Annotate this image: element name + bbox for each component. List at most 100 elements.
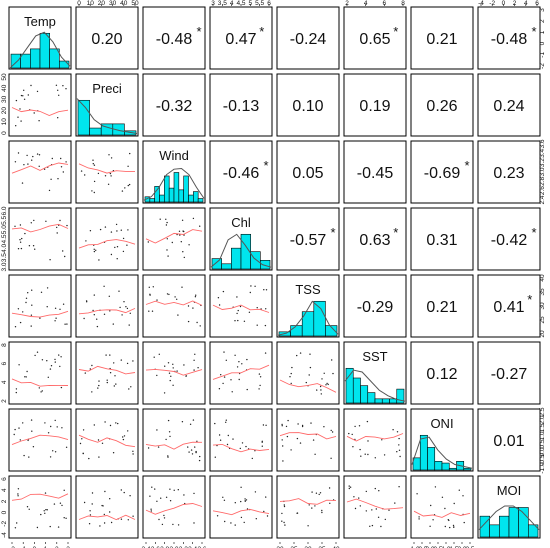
significance-star: * (393, 225, 398, 240)
axis-tick-label: 2 (539, 19, 546, 23)
histogram-bar (89, 127, 102, 136)
scatter-point (116, 258, 118, 260)
scatter-point (159, 218, 161, 220)
axis-tick-label: 5.5 (1, 215, 8, 224)
scatter-point (127, 184, 129, 187)
scatter-point (103, 285, 105, 287)
scatter-point (265, 289, 268, 291)
scatter-point (59, 219, 61, 222)
scatter-point (348, 485, 350, 487)
smooth-line (279, 379, 337, 393)
density-curve (411, 436, 473, 469)
scatter-point (30, 314, 33, 316)
scatter-point (151, 310, 154, 312)
panel-frame-0-2 (142, 6, 206, 70)
histogram-bar (231, 247, 242, 270)
scatter-point (98, 384, 100, 387)
scatter-point (246, 358, 248, 361)
scatter-point (282, 460, 284, 462)
panel-frame-7-0 (8, 475, 72, 539)
scatter-point (287, 419, 289, 422)
smooth-line (145, 300, 203, 306)
scatter-point (308, 504, 310, 506)
scatter-point (23, 89, 25, 92)
scatter-point (226, 443, 229, 446)
scatter-point (27, 439, 29, 442)
panel-frame-6-1 (75, 408, 139, 472)
smooth-line (11, 223, 69, 233)
scatter-point (62, 171, 64, 173)
panel-frame-6-2 (142, 408, 206, 472)
axis-tick-label: 6 (383, 0, 387, 7)
scatter-point (266, 515, 269, 517)
scatter-point (108, 295, 111, 297)
correlation-value-Chl-TSS: -0.57 (290, 232, 327, 249)
scatter-point (258, 388, 260, 390)
scatter-point (79, 442, 82, 445)
scatter-point (358, 497, 360, 499)
scatter-point (48, 189, 51, 192)
scatter-point (88, 457, 90, 460)
scatter-point (178, 230, 181, 232)
histogram-bar (183, 175, 189, 203)
scatter-point (319, 492, 322, 494)
scatter-point (180, 241, 182, 243)
scatter-point (193, 369, 195, 371)
scatter-point (31, 159, 33, 161)
scatter-point (66, 224, 68, 227)
scatter-point (109, 372, 112, 374)
scatter-point (120, 518, 123, 520)
scatter-point (13, 433, 15, 436)
smooth-line (212, 364, 270, 380)
axis-tick-label: 20 (539, 330, 546, 338)
scatter-point (316, 389, 318, 391)
scatter-point (92, 159, 94, 161)
scatter-point (83, 501, 86, 504)
axis-tick-label: 3.5 (218, 0, 227, 7)
axis-tick-label: 30 (1, 95, 8, 103)
scatter-point (30, 325, 32, 327)
scatter-point (91, 364, 93, 367)
scatter-point (365, 510, 367, 512)
scatter-point (19, 241, 22, 243)
scatter-point (169, 500, 172, 502)
panel-frame-0-4 (276, 6, 340, 70)
scatter-point (299, 442, 302, 444)
scatter-point (127, 430, 129, 432)
axis-tick-label: 2 (513, 0, 517, 7)
scatter-point (366, 420, 369, 423)
scatter-point (63, 255, 66, 258)
axis-tick-label: 6.0 (1, 206, 8, 215)
scatter-point (109, 310, 111, 312)
scatter-point (281, 520, 283, 522)
scatter-point (167, 456, 169, 458)
scatter-point (434, 486, 437, 488)
scatter-point (158, 353, 160, 355)
scatter-point (55, 84, 58, 87)
scatter-point (218, 388, 221, 390)
scatter-point (296, 512, 299, 514)
axis-tick-label: 25 (290, 546, 298, 548)
scatter-point (40, 513, 42, 516)
scatter-point (157, 446, 160, 448)
scatter-point (14, 428, 16, 431)
scatter-point (121, 314, 123, 316)
axis-tick-label: 2 (1, 399, 8, 403)
scatter-point (330, 457, 332, 459)
scatter-point (54, 358, 56, 361)
scatter-point (124, 187, 126, 189)
panel-frame-1-0 (8, 73, 72, 137)
scatter-point (194, 296, 197, 298)
scatter-point (39, 317, 41, 319)
axis-tick-label: -1 (20, 546, 26, 548)
axis-tick-label: 4 (230, 0, 234, 7)
smooth-line (279, 432, 337, 440)
axis-tick-label: 20 (276, 546, 284, 548)
axis-tick-label: 2 (1, 499, 8, 503)
scatter-point (289, 376, 291, 378)
scatter-point (181, 286, 183, 288)
scatter-point (63, 517, 65, 519)
scatter-point (328, 487, 331, 489)
scatter-point (93, 164, 96, 166)
